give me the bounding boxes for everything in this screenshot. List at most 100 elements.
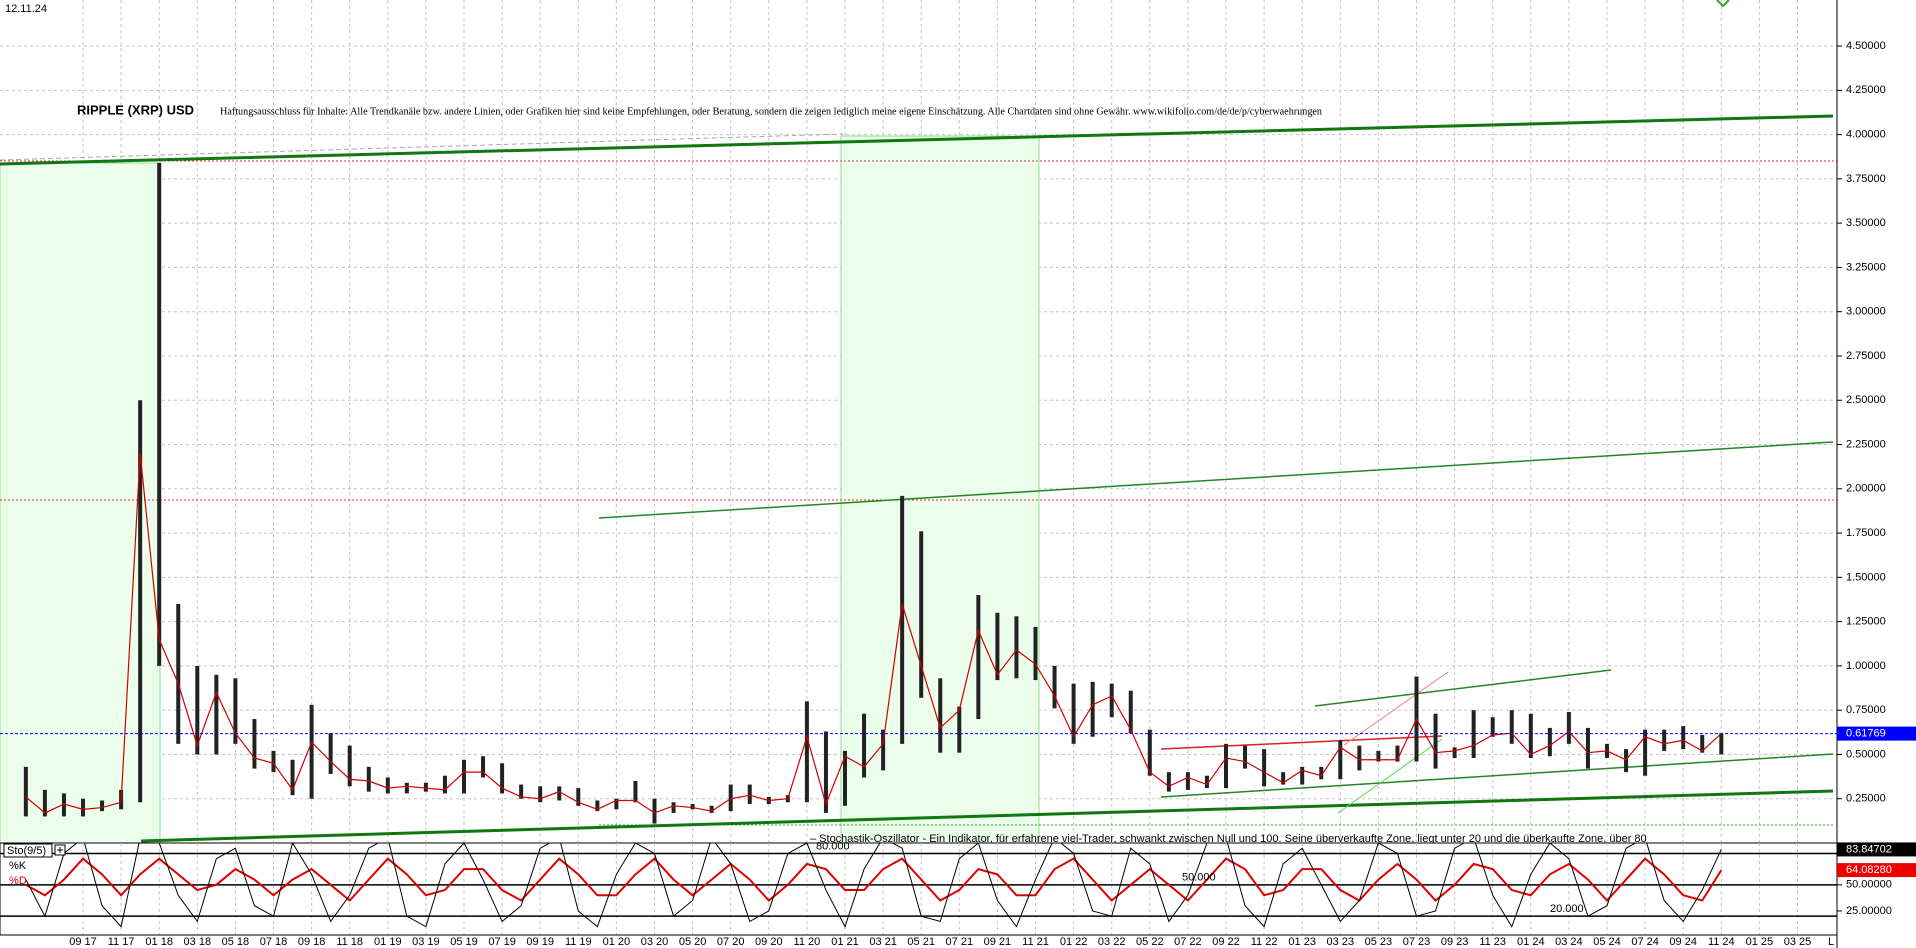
price-bar [271,750,276,773]
price-bar [290,759,295,796]
last-value-label: 64.08280 [1846,864,1892,876]
price-bar [1433,713,1438,769]
trend-line [0,114,1834,166]
y-tick-label: 4.00000 [1846,129,1886,141]
price-bar [633,781,638,803]
x-tick-label: 03 21 [869,936,897,948]
price-bar [1262,749,1267,787]
x-tick-label: 07 18 [260,936,288,948]
x-tick-label: 11 21 [1022,936,1049,948]
x-tick-label: 11 24 [1708,936,1735,948]
indicator-note: – Stochastik-Oszillator - Ein Indikator,… [810,833,1647,845]
y-tick-label: 0.25000 [1846,793,1886,805]
price-bar [423,782,428,792]
y-tick-label: 1.50000 [1846,571,1886,583]
x-tick-label: 09 17 [69,936,97,948]
price-bar [157,162,162,666]
x-tick-label: 07 20 [717,936,745,948]
price-bar [1338,740,1343,780]
price-bar [671,802,676,813]
indicator-tag [3,843,53,858]
x-tick-label: 05 23 [1365,936,1393,948]
x-tick-label: 09 20 [755,936,783,948]
price-bar [595,800,600,812]
price-bar [1662,729,1667,751]
x-tick-label: 07 24 [1631,936,1659,948]
x-tick-label: 09 18 [298,936,326,948]
price-bar [1624,749,1629,773]
price-bar [462,759,466,794]
disclaimer: Haftungsausschluss für Inhalte: Alle Tre… [220,106,1322,117]
x-tick-label: 01 22 [1060,936,1088,948]
x-tick-label: 05 22 [1136,936,1164,948]
price-bar [1528,713,1533,758]
x-tick-label: 09 19 [526,936,554,948]
level-label: 20.000 [1550,903,1584,915]
price-plot [0,162,1837,824]
price-bar [23,766,28,817]
price-bar [1395,745,1400,762]
price-bar [1566,711,1571,744]
price-bar [1452,747,1457,758]
price-bar [690,804,695,810]
price-bar [576,788,581,806]
x-tick-label: 07 22 [1174,936,1202,948]
price-bar [195,665,200,755]
x-tick-label: 11 17 [108,936,135,948]
y-tick-label: 2.25000 [1846,438,1886,450]
price-bar [1719,733,1724,755]
x-tick-label: 03 23 [1327,936,1355,948]
price-bar [1357,745,1362,771]
price-bar [1376,750,1381,762]
x-tick-label: 11 22 [1251,936,1278,948]
x-tick-label: 03 18 [184,936,212,948]
price-bar [1090,681,1095,737]
x-tick-label: 11 19 [565,936,592,948]
price-bar [1585,727,1590,769]
price-bar [976,595,981,720]
price-bar [1033,626,1038,681]
price-bar [728,784,733,812]
trend-line [598,441,1834,519]
close-line [25,453,1722,814]
indicator-pane [0,842,1838,936]
y-tick-label: 1.25000 [1846,616,1886,628]
x-tick-label: 05 18 [222,936,250,948]
x-tick-label: 03 22 [1098,936,1126,948]
price-bar [138,400,143,803]
date-label: 12.11.24 [5,3,47,15]
price-bar [957,706,962,753]
price-bar [1300,766,1305,785]
legend-entry: %D [9,875,27,887]
indicator-title: Sto(9/5) [7,845,46,857]
x-tick-label: 09 22 [1212,936,1240,948]
y-tick-label: 3.25000 [1846,261,1886,273]
price-bar [709,805,714,813]
price-bar [919,531,924,698]
price-bar [176,603,181,744]
price-bar [538,786,543,803]
x-tick-label: 01 24 [1517,936,1545,948]
x-tick-label: 07 23 [1403,936,1431,948]
x-tick-label: 01 20 [603,936,631,948]
price-bar [385,777,390,794]
level-label: 80.000 [816,840,850,852]
x-tick-label: 03 19 [412,936,440,948]
price-bar [1071,683,1076,744]
last-value-box [1837,842,1916,857]
price-bar [1147,729,1152,776]
trend-line [0,133,844,161]
price-bar [1204,775,1209,789]
y-tick-label: 2.75000 [1846,350,1886,362]
price-bar [309,704,314,799]
price-bar [328,733,333,774]
y-tick-label: 1.00000 [1846,660,1886,672]
x-tick-label: 01 21 [831,936,859,948]
x-tick-label: 05 20 [679,936,707,948]
price-bar [1243,745,1248,769]
y-tick-label: 4.25000 [1846,84,1886,96]
price-bar [1509,710,1514,744]
price-bar [1319,766,1324,780]
x-tick-label: 01 25 [1746,936,1774,948]
x-tick-label: 07 19 [488,936,516,948]
